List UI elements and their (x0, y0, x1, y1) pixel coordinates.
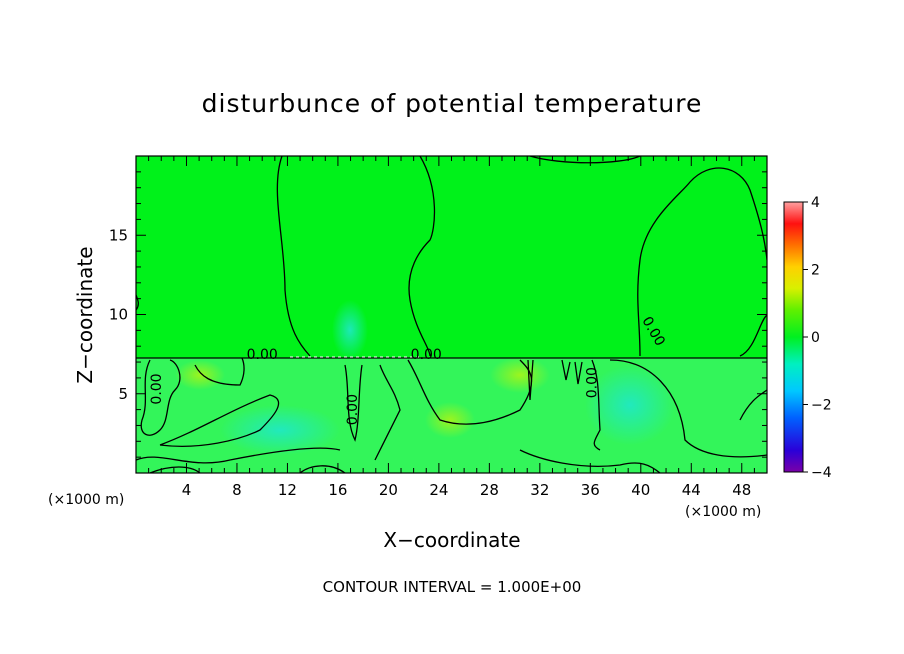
y-tick-label: 10 (109, 306, 128, 324)
cyan-patch (220, 405, 340, 455)
contour-labels: 0.00 0.000.000.000.000.00 (149, 314, 668, 425)
colorbar-ticks: 4 2 0 −2 −4 (803, 195, 832, 481)
contour-label: 0.00 (149, 373, 165, 404)
y-axis: 5 10 15 (109, 171, 767, 458)
x-tick-label: 20 (379, 481, 398, 499)
x-tick-label: 16 (328, 481, 347, 499)
x-tick-label: 40 (631, 481, 650, 499)
x-tick-label: 4 (182, 481, 192, 499)
colorbar-tick-label: 4 (811, 195, 820, 211)
y-tick-label: 5 (118, 385, 128, 403)
x-tick-label: 24 (429, 481, 448, 499)
colorbar-tick-label: −2 (811, 398, 832, 414)
x-tick-label: 12 (278, 481, 297, 499)
contour-label: 0.00 (411, 347, 442, 363)
contour-label: 0.00 (345, 394, 361, 425)
colorbar: 4 2 0 −2 −4 (783, 195, 832, 481)
x-tick-label: 8 (232, 481, 242, 499)
x-tick-label: 44 (682, 481, 701, 499)
plot-area (136, 156, 767, 473)
upper-field (136, 156, 767, 358)
y-tick-label: 15 (109, 226, 128, 244)
x-unit-right: (×1000 m) (685, 504, 761, 520)
colorbar-tick-label: 0 (811, 330, 820, 346)
x-axis-label: X−coordinate (383, 528, 520, 552)
colorbar-tick-label: −4 (811, 465, 832, 481)
yellow-patch (490, 357, 550, 393)
contour-interval-note: CONTOUR INTERVAL = 1.000E+00 (323, 578, 582, 596)
x-tick-label: 36 (581, 481, 600, 499)
y-axis-label: Z−coordinate (73, 246, 97, 383)
yellow-patch (425, 402, 475, 438)
contour-label: 0.00 (585, 367, 601, 398)
x-tick-label: 28 (480, 481, 499, 499)
x-tick-label: 32 (530, 481, 549, 499)
chart-title: disturbunce of potential temperature (202, 89, 703, 118)
cyan-patch (585, 365, 675, 445)
yellow-patch (175, 360, 225, 390)
contour-label: 0.00 (247, 347, 278, 363)
x-axis: 4 8 12 16 20 24 28 32 36 40 44 48 (148, 156, 755, 499)
x-unit-left: (×1000 m) (48, 492, 124, 508)
contour-lines (136, 156, 767, 473)
colorbar-gradient (783, 201, 804, 473)
cyan-patch (332, 300, 368, 360)
colorbar-tick-label: 2 (811, 263, 820, 279)
x-tick-label: 48 (732, 481, 751, 499)
